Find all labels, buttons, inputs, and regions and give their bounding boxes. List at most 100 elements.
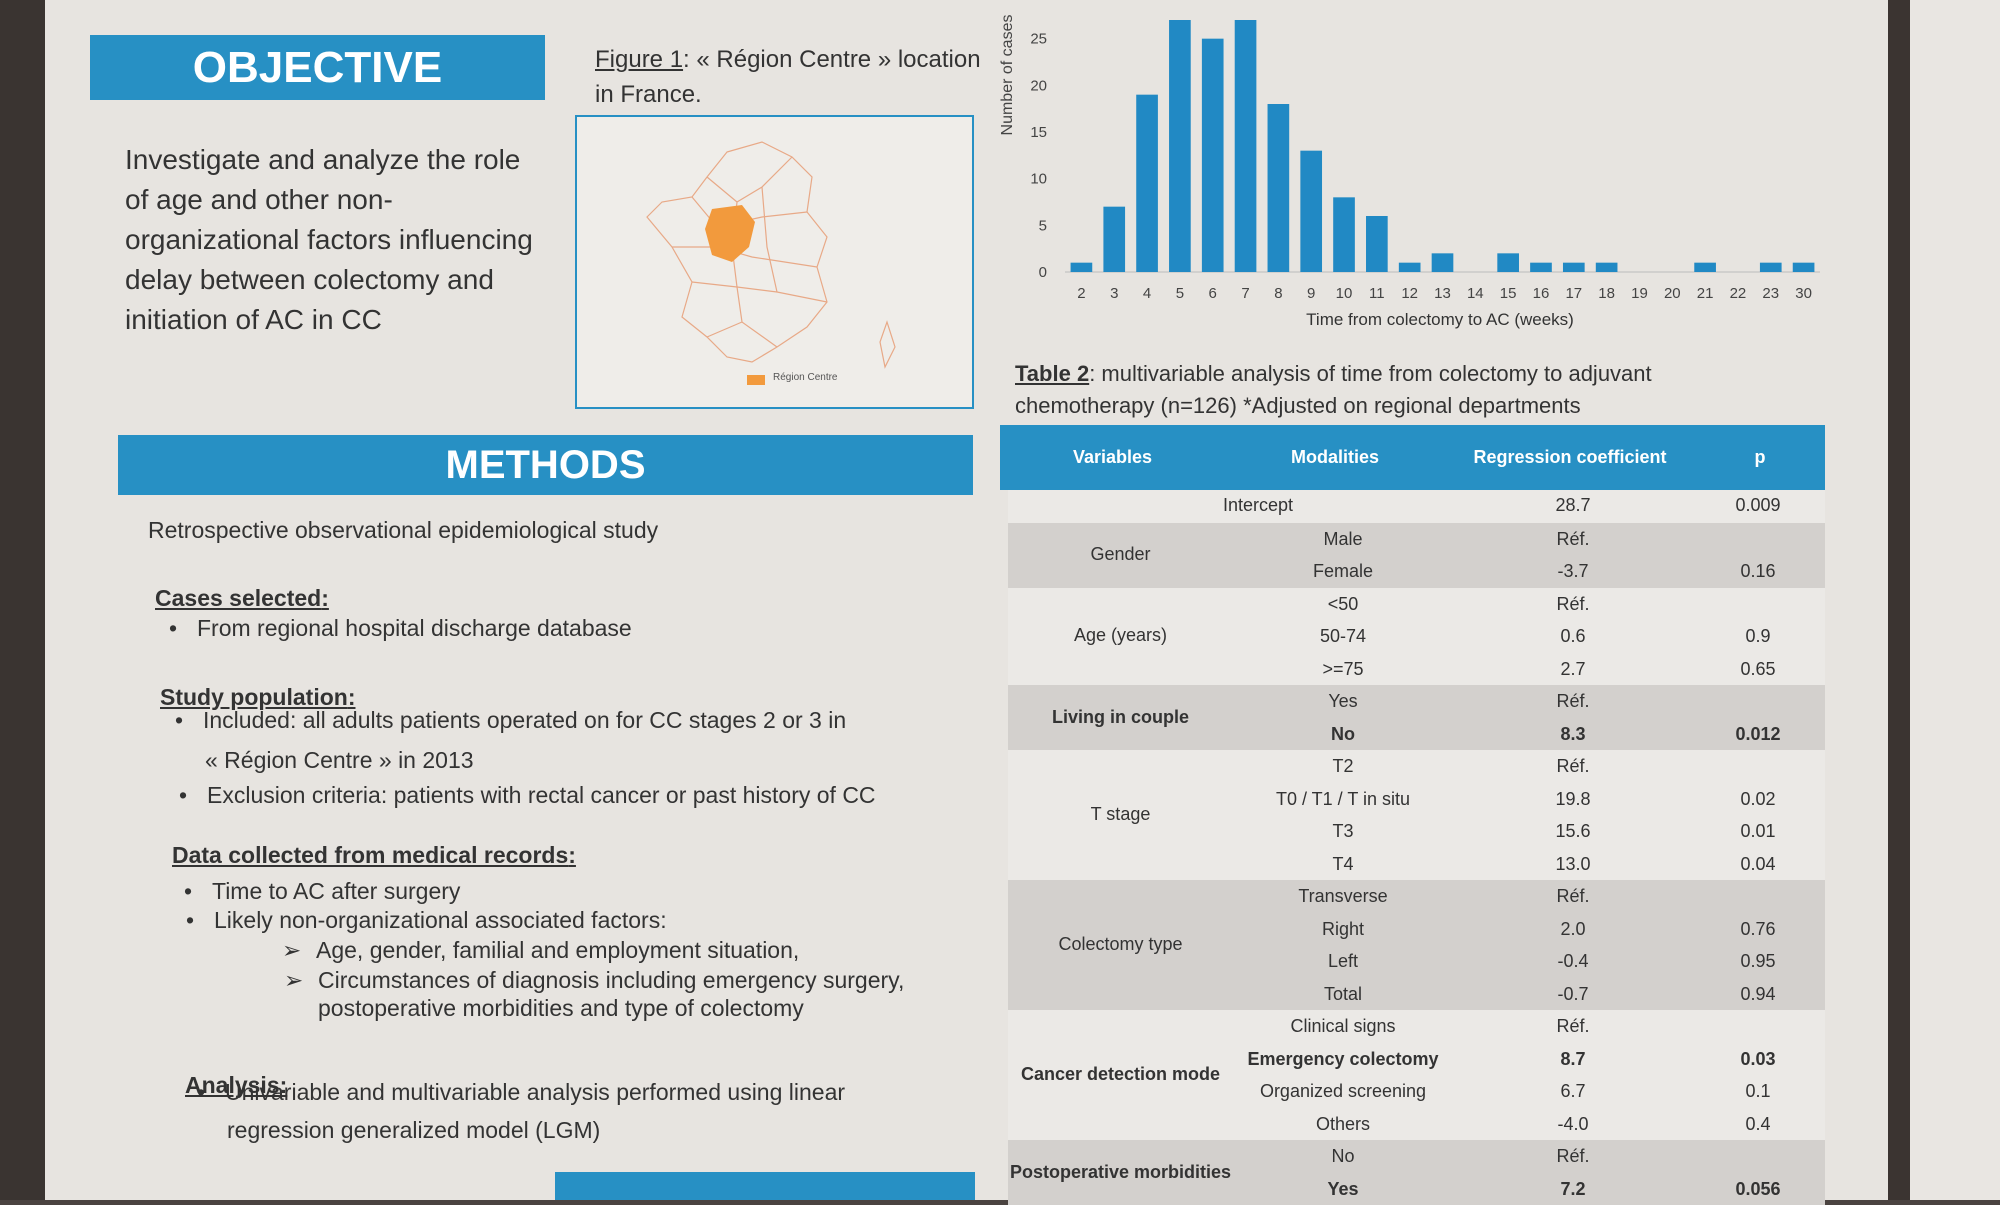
chart-y-axis-label: Number of cases xyxy=(999,15,1016,136)
x-tick-label: 4 xyxy=(1143,285,1151,302)
modality-cell: Clinical signs xyxy=(1290,1016,1396,1036)
x-tick-label: 12 xyxy=(1401,285,1418,302)
board-left-edge xyxy=(0,0,45,1200)
table2-header-variables: Variables xyxy=(1072,447,1153,467)
modality-cell: >=75 xyxy=(1322,658,1364,679)
x-tick-label: 14 xyxy=(1467,285,1484,302)
x-tick-label: 13 xyxy=(1434,285,1451,302)
intercept-label: Intercept xyxy=(1222,495,1294,515)
adjacent-poster xyxy=(1910,0,2000,1200)
table2-header: Variables Modalities Regression coeffici… xyxy=(1000,425,1825,490)
x-tick-label: 19 xyxy=(1631,285,1648,302)
coefficient-cell: 0.6 xyxy=(1560,626,1586,646)
figure1-caption-text: : « Région Centre » location in France. xyxy=(595,46,981,108)
modality-cell: T4 xyxy=(1332,853,1354,874)
table2-intercept-band xyxy=(1008,490,1825,523)
coefficient-cell: 8.3 xyxy=(1560,723,1586,744)
modality-cell: Others xyxy=(1315,1113,1371,1134)
bar-week-15 xyxy=(1497,253,1519,272)
bar-week-9 xyxy=(1300,150,1323,272)
modality-cell: T3 xyxy=(1332,821,1354,841)
table2-group-band xyxy=(1008,880,1825,1010)
modality-cell: 50-74 xyxy=(1319,626,1367,646)
bar-week-16 xyxy=(1530,262,1552,272)
bar-week-10 xyxy=(1333,197,1355,272)
region-centre-highlight xyxy=(705,205,755,262)
modality-cell: No xyxy=(1331,1146,1355,1166)
coefficient-cell: 2.7 xyxy=(1560,658,1586,679)
bar-week-6 xyxy=(1201,38,1224,272)
modality-cell: Organized screening xyxy=(1259,1081,1427,1101)
coefficient-cell: Réf. xyxy=(1556,1016,1590,1036)
table2-group-band xyxy=(1008,587,1825,685)
x-tick-label: 20 xyxy=(1664,285,1681,302)
bar-week-3 xyxy=(1103,206,1126,272)
data-subitem-age: Age, gender, familial and employment sit… xyxy=(282,935,799,965)
y-tick-label: 5 xyxy=(1039,217,1047,234)
modality-cell: T2 xyxy=(1332,756,1354,776)
table2-group-band xyxy=(1008,750,1825,880)
x-tick-label: 18 xyxy=(1598,285,1615,302)
coefficient-cell: Réf. xyxy=(1556,756,1590,776)
table2-header-p: p xyxy=(1754,447,1766,467)
legend-label: Région Centre xyxy=(773,372,838,383)
p-value-cell: 0.03 xyxy=(1740,1048,1776,1069)
modality-cell: No xyxy=(1331,723,1355,744)
bar-week-8 xyxy=(1267,104,1290,272)
figure1-label: Figure 1 xyxy=(595,46,684,73)
modality-cell: Female xyxy=(1312,561,1374,581)
x-tick-label: 5 xyxy=(1176,285,1184,302)
bar-week-21 xyxy=(1694,262,1716,272)
variable-label: Living in couple xyxy=(1051,706,1189,727)
bar-week-23 xyxy=(1759,262,1782,272)
p-value-cell: 0.01 xyxy=(1740,821,1776,841)
bar-week-5 xyxy=(1169,20,1191,272)
x-tick-label: 8 xyxy=(1274,285,1282,302)
figure1-caption: Figure 1: « Région Centre » location in … xyxy=(595,42,995,112)
x-tick-label: 9 xyxy=(1307,285,1315,302)
cases-heading-text: Cases selected xyxy=(155,585,322,611)
coefficient-cell: Réf. xyxy=(1556,691,1590,711)
table2-body: Intercept 28.7 0.009 Gender Male Réf. Female -3… xyxy=(1008,490,1825,1205)
p-value-cell: 0.95 xyxy=(1740,951,1776,971)
intercept-p: 0.009 xyxy=(1735,495,1781,515)
legend-swatch xyxy=(747,375,765,385)
coefficient-cell: -0.7 xyxy=(1557,983,1589,1004)
modality-cell: Yes xyxy=(1328,691,1358,711)
coefficient-cell: -0.4 xyxy=(1557,951,1589,971)
variable-label: Cancer detection mode xyxy=(1020,1064,1221,1084)
modality-cell: Left xyxy=(1327,951,1359,971)
x-tick-label: 30 xyxy=(1795,285,1812,302)
variable-label: Postoperative morbidities xyxy=(1009,1161,1232,1182)
coefficient-cell: Réf. xyxy=(1556,1146,1590,1166)
bar-week-7 xyxy=(1234,20,1257,272)
population-item-exclusion: Exclusion criteria: patients with rectal… xyxy=(179,780,876,810)
p-value-cell: 0.9 xyxy=(1745,626,1771,646)
modality-cell: Right xyxy=(1321,918,1365,939)
x-tick-label: 2 xyxy=(1077,285,1085,302)
bar-week-11 xyxy=(1366,216,1388,272)
modality-cell: Total xyxy=(1323,983,1363,1004)
x-tick-label: 21 xyxy=(1697,285,1714,302)
france-map-figure: Région Centre xyxy=(575,115,974,409)
objective-text: Investigate and analyze the role of age … xyxy=(125,144,533,335)
y-tick-label: 20 xyxy=(1030,77,1047,94)
coefficient-cell: 6.7 xyxy=(1560,1081,1586,1101)
table2-label: Table 2 xyxy=(1015,361,1090,386)
p-value-cell: 0.76 xyxy=(1740,918,1776,939)
next-section-bar xyxy=(555,1172,975,1200)
p-value-cell: 0.04 xyxy=(1740,853,1776,874)
modality-cell: Male xyxy=(1323,528,1363,549)
table2-group-band xyxy=(1008,522,1825,588)
modality-cell: Transverse xyxy=(1298,886,1388,906)
table2-header-coefficient: Regression coefficient xyxy=(1473,447,1667,467)
table2-caption: Table 2: multivariable analysis of time … xyxy=(1015,358,1835,422)
x-tick-label: 7 xyxy=(1241,285,1249,302)
coefficient-cell: 15.6 xyxy=(1555,821,1591,841)
table2-group-band xyxy=(1008,685,1825,750)
bar-week-18 xyxy=(1595,262,1618,272)
modality-cell: <50 xyxy=(1327,593,1359,614)
modality-cell: T0 / T1 / T in situ xyxy=(1275,788,1411,809)
bar-week-12 xyxy=(1398,262,1421,272)
coefficient-cell: 8.7 xyxy=(1560,1048,1586,1069)
